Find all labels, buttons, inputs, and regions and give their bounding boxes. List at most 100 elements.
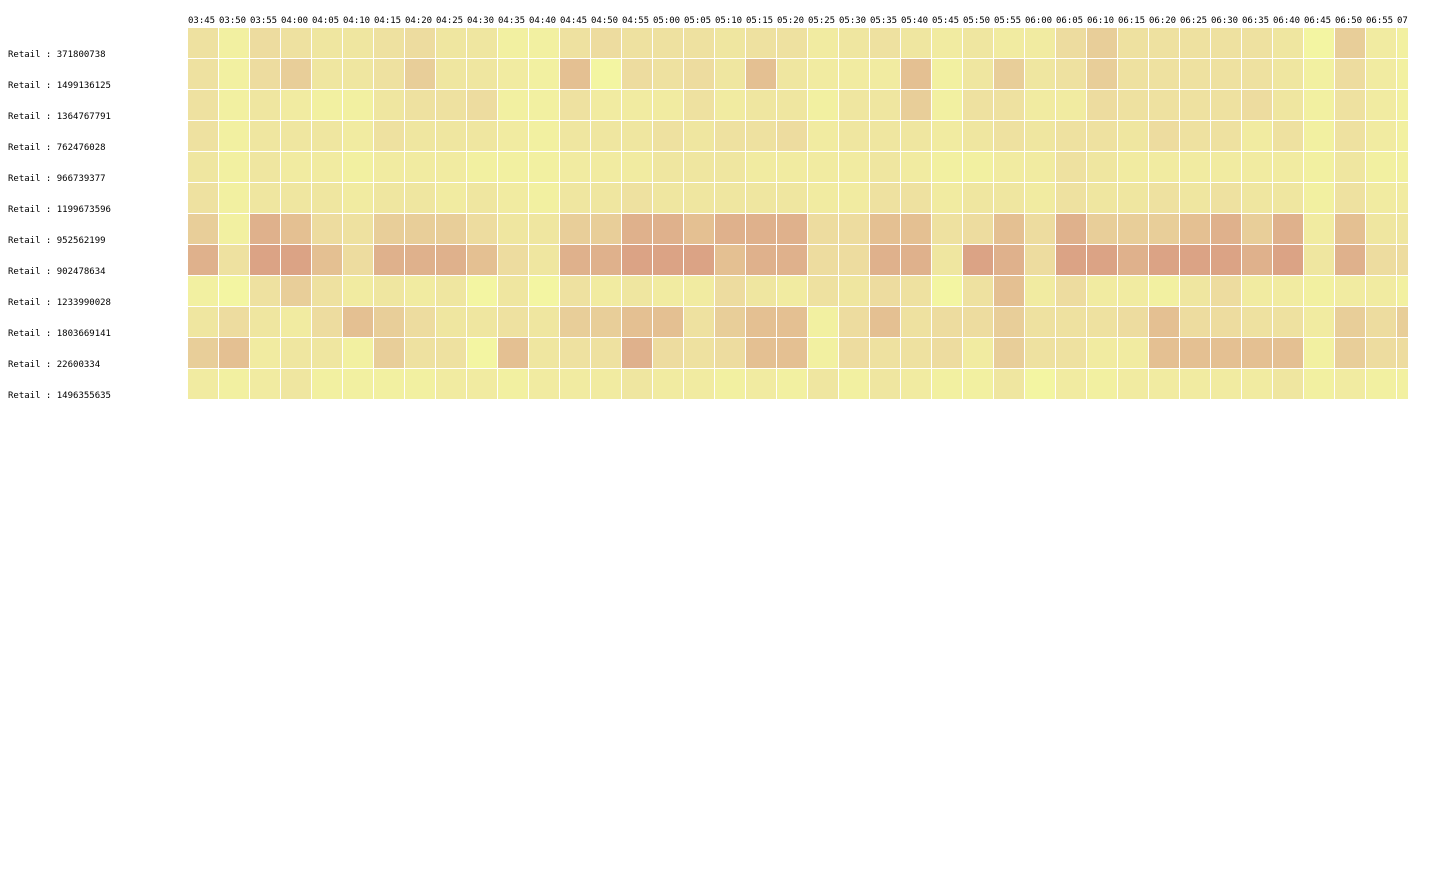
heatmap-cell[interactable]	[994, 276, 1024, 306]
heatmap-cell[interactable]	[1366, 152, 1396, 182]
heatmap-cell[interactable]	[870, 214, 900, 244]
heatmap-cell[interactable]	[870, 28, 900, 58]
heatmap-cell[interactable]	[994, 90, 1024, 120]
heatmap-cell[interactable]	[870, 369, 900, 399]
heatmap-cell[interactable]	[188, 28, 218, 58]
heatmap-cell[interactable]	[901, 338, 931, 368]
heatmap-cell[interactable]	[312, 28, 342, 58]
heatmap-cell[interactable]	[188, 338, 218, 368]
heatmap-cell[interactable]	[591, 214, 621, 244]
heatmap-cell[interactable]	[529, 245, 559, 275]
heatmap-cell[interactable]	[591, 245, 621, 275]
heatmap-cell[interactable]	[808, 369, 838, 399]
heatmap-cell[interactable]	[808, 121, 838, 151]
heatmap-cell[interactable]	[1397, 214, 1408, 244]
heatmap-cell[interactable]	[808, 276, 838, 306]
heatmap-cell[interactable]	[312, 152, 342, 182]
heatmap-cell[interactable]	[467, 90, 497, 120]
heatmap-cell[interactable]	[436, 183, 466, 213]
heatmap-cell[interactable]	[808, 183, 838, 213]
heatmap-cell[interactable]	[1025, 152, 1055, 182]
heatmap-cell[interactable]	[1335, 338, 1365, 368]
heatmap-cell[interactable]	[932, 245, 962, 275]
heatmap-cell[interactable]	[467, 245, 497, 275]
heatmap-cell[interactable]	[436, 90, 466, 120]
heatmap-cell[interactable]	[684, 90, 714, 120]
heatmap-cell[interactable]	[467, 121, 497, 151]
heatmap-cell[interactable]	[219, 276, 249, 306]
heatmap-cell[interactable]	[1335, 183, 1365, 213]
heatmap-cell[interactable]	[932, 59, 962, 89]
heatmap-cell[interactable]	[870, 152, 900, 182]
heatmap-cell[interactable]	[436, 59, 466, 89]
heatmap-cell[interactable]	[839, 307, 869, 337]
heatmap-cell[interactable]	[560, 90, 590, 120]
heatmap-cell[interactable]	[932, 338, 962, 368]
heatmap-cell[interactable]	[1118, 307, 1148, 337]
heatmap-cell[interactable]	[1025, 121, 1055, 151]
heatmap-cell[interactable]	[1180, 28, 1210, 58]
heatmap-cell[interactable]	[1397, 338, 1408, 368]
heatmap-cell[interactable]	[467, 28, 497, 58]
heatmap-cell[interactable]	[591, 121, 621, 151]
heatmap-cell[interactable]	[1087, 152, 1117, 182]
heatmap-cell[interactable]	[715, 307, 745, 337]
heatmap-cell[interactable]	[963, 245, 993, 275]
heatmap-cell[interactable]	[777, 307, 807, 337]
heatmap-cell[interactable]	[1025, 90, 1055, 120]
heatmap-cell[interactable]	[684, 59, 714, 89]
heatmap-cell[interactable]	[746, 214, 776, 244]
heatmap-cell[interactable]	[498, 214, 528, 244]
heatmap-cell[interactable]	[498, 307, 528, 337]
heatmap-cell[interactable]	[653, 59, 683, 89]
heatmap-cell[interactable]	[901, 369, 931, 399]
heatmap-cell[interactable]	[715, 90, 745, 120]
heatmap-cell[interactable]	[684, 276, 714, 306]
heatmap-cell[interactable]	[932, 121, 962, 151]
heatmap-cell[interactable]	[622, 338, 652, 368]
heatmap-cell[interactable]	[1242, 369, 1272, 399]
heatmap-cell[interactable]	[1211, 121, 1241, 151]
heatmap-cell[interactable]	[529, 276, 559, 306]
heatmap-cell[interactable]	[188, 276, 218, 306]
heatmap-cell[interactable]	[994, 307, 1024, 337]
heatmap-cell[interactable]	[250, 90, 280, 120]
heatmap-cell[interactable]	[1304, 338, 1334, 368]
heatmap-cell[interactable]	[343, 59, 373, 89]
heatmap-cell[interactable]	[405, 307, 435, 337]
heatmap-cell[interactable]	[436, 121, 466, 151]
heatmap-cell[interactable]	[312, 338, 342, 368]
heatmap-cell[interactable]	[188, 121, 218, 151]
heatmap-cell[interactable]	[777, 28, 807, 58]
heatmap-cell[interactable]	[250, 59, 280, 89]
heatmap-cell[interactable]	[1118, 183, 1148, 213]
heatmap-cell[interactable]	[250, 245, 280, 275]
heatmap-cell[interactable]	[1211, 152, 1241, 182]
heatmap-cell[interactable]	[1087, 307, 1117, 337]
heatmap-cell[interactable]	[1149, 338, 1179, 368]
heatmap-cell[interactable]	[591, 152, 621, 182]
heatmap-cell[interactable]	[343, 183, 373, 213]
heatmap-cell[interactable]	[467, 152, 497, 182]
heatmap-cell[interactable]	[1397, 245, 1408, 275]
heatmap-cell[interactable]	[467, 183, 497, 213]
heatmap-cell[interactable]	[1087, 183, 1117, 213]
heatmap-cell[interactable]	[405, 121, 435, 151]
heatmap-cell[interactable]	[994, 59, 1024, 89]
heatmap-cell[interactable]	[560, 214, 590, 244]
heatmap-cell[interactable]	[374, 245, 404, 275]
heatmap-cell[interactable]	[281, 152, 311, 182]
heatmap-cell[interactable]	[1304, 90, 1334, 120]
heatmap-cell[interactable]	[1118, 59, 1148, 89]
heatmap-cell[interactable]	[622, 59, 652, 89]
heatmap-cell[interactable]	[1025, 245, 1055, 275]
heatmap-cell[interactable]	[901, 214, 931, 244]
heatmap-cell[interactable]	[405, 28, 435, 58]
heatmap-cell[interactable]	[1118, 338, 1148, 368]
heatmap-cell[interactable]	[932, 369, 962, 399]
heatmap-cell[interactable]	[839, 245, 869, 275]
heatmap-cell[interactable]	[343, 369, 373, 399]
heatmap-cell[interactable]	[963, 307, 993, 337]
heatmap-cell[interactable]	[560, 121, 590, 151]
heatmap-cell[interactable]	[436, 152, 466, 182]
